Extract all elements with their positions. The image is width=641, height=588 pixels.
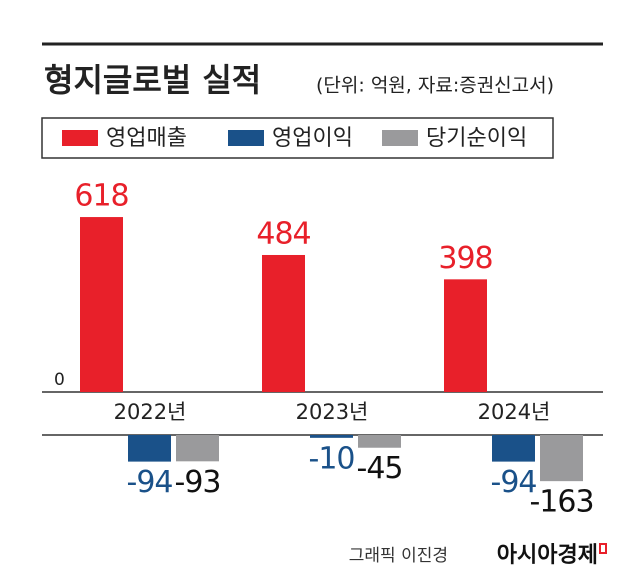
bar: [492, 435, 535, 462]
data-label: 618: [74, 179, 128, 214]
bar: [262, 254, 305, 392]
bar: [540, 435, 583, 482]
brand-mark: [599, 543, 607, 554]
data-label: -94: [127, 465, 173, 500]
data-label: -10: [309, 441, 355, 476]
legend-swatch: [62, 130, 98, 146]
legend-label: 당기순이익: [426, 126, 527, 151]
x-tick-label: 2022년: [114, 400, 187, 424]
x-tick-label: 2023년: [296, 400, 369, 424]
chart-subtitle: (단위: 억원, 자료:증권신고서): [316, 75, 554, 97]
bar: [176, 435, 219, 462]
legend-swatch: [382, 130, 418, 146]
credit: 그래픽 이진경: [349, 546, 448, 566]
chart-title: 형지글로벌 실적: [44, 61, 261, 99]
bar: [310, 435, 353, 438]
bar: [444, 279, 487, 392]
data-label: 398: [438, 241, 492, 276]
data-label: -45: [357, 451, 403, 486]
legend-box: [41, 117, 554, 159]
bar: [128, 435, 171, 462]
x-tick-label: 2024년: [478, 400, 551, 424]
brand: 아시아경제: [497, 543, 598, 568]
y-tick-label: 0: [54, 370, 65, 390]
bar: [80, 217, 123, 392]
data-label: -163: [529, 485, 593, 520]
legend-swatch: [228, 130, 264, 146]
data-label: -93: [175, 465, 221, 500]
bar: [358, 435, 401, 448]
legend-label: 영업매출: [106, 126, 187, 151]
data-label: 484: [256, 216, 310, 251]
legend-label: 영업이익: [272, 126, 353, 151]
data-label: -94: [491, 465, 537, 500]
